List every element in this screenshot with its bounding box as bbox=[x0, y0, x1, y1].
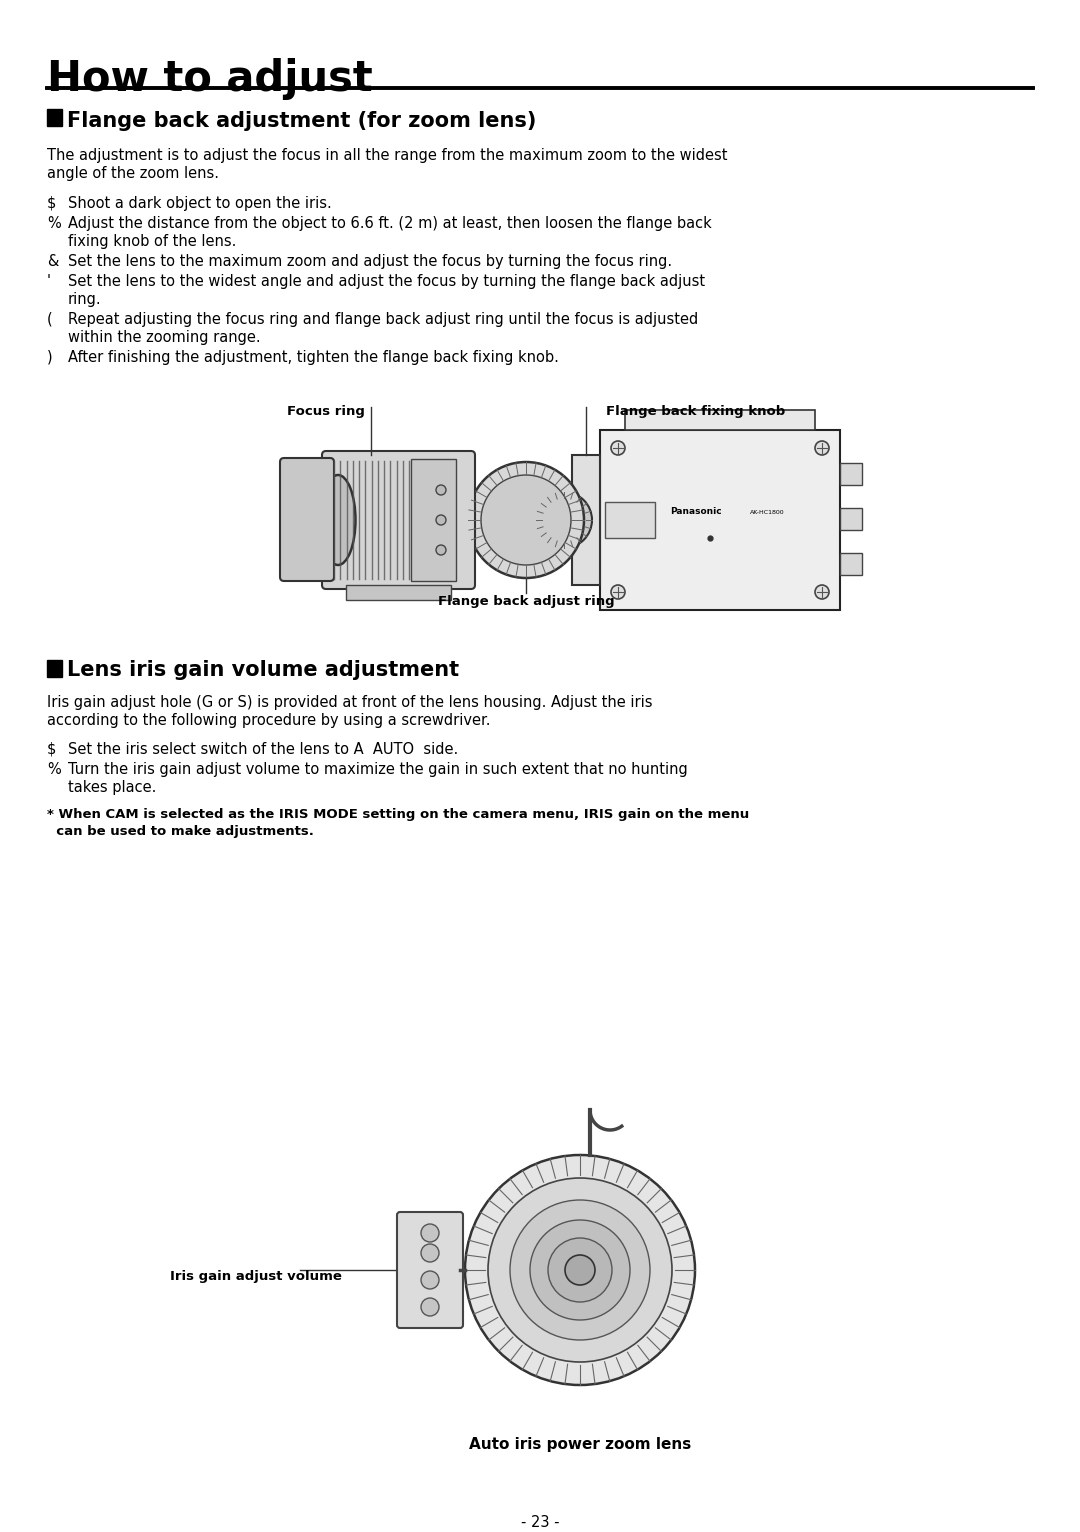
Text: (: ( bbox=[48, 313, 53, 326]
Bar bbox=[840, 553, 862, 574]
Circle shape bbox=[421, 1244, 438, 1262]
Circle shape bbox=[510, 1200, 650, 1340]
Text: Set the iris select switch of the lens to A  AUTO  side.: Set the iris select switch of the lens t… bbox=[68, 741, 458, 757]
Circle shape bbox=[611, 585, 625, 599]
Bar bbox=[48, 109, 62, 126]
Text: %: % bbox=[48, 761, 60, 777]
FancyBboxPatch shape bbox=[280, 458, 334, 581]
Circle shape bbox=[468, 463, 584, 578]
Text: Panasonic: Panasonic bbox=[670, 507, 721, 516]
Circle shape bbox=[815, 441, 829, 455]
Text: $: $ bbox=[48, 741, 56, 757]
Text: Focus ring: Focus ring bbox=[287, 404, 365, 418]
Text: %: % bbox=[48, 216, 60, 231]
Text: can be used to make adjustments.: can be used to make adjustments. bbox=[48, 826, 314, 838]
Circle shape bbox=[421, 1272, 438, 1288]
Bar bbox=[411, 460, 456, 581]
FancyBboxPatch shape bbox=[397, 1212, 463, 1328]
Circle shape bbox=[436, 486, 446, 495]
Text: Flange back adjust ring: Flange back adjust ring bbox=[437, 594, 615, 608]
Text: ': ' bbox=[48, 274, 51, 290]
Text: The adjustment is to adjust the focus in all the range from the maximum zoom to : The adjustment is to adjust the focus in… bbox=[48, 149, 728, 162]
Text: Flange back fixing knob: Flange back fixing knob bbox=[606, 404, 785, 418]
Text: * When CAM is selected as the IRIS MODE setting on the camera menu, IRIS gain on: * When CAM is selected as the IRIS MODE … bbox=[48, 807, 750, 821]
Text: Shoot a dark object to open the iris.: Shoot a dark object to open the iris. bbox=[68, 196, 332, 211]
Text: according to the following procedure by using a screwdriver.: according to the following procedure by … bbox=[48, 712, 490, 728]
Circle shape bbox=[548, 1238, 612, 1302]
Text: How to adjust: How to adjust bbox=[48, 58, 373, 100]
Circle shape bbox=[421, 1298, 438, 1316]
Circle shape bbox=[536, 492, 592, 548]
Text: Repeat adjusting the focus ring and flange back adjust ring until the focus is a: Repeat adjusting the focus ring and flan… bbox=[68, 313, 699, 326]
FancyBboxPatch shape bbox=[600, 430, 840, 610]
Bar bbox=[572, 455, 600, 585]
Text: Lens iris gain volume adjustment: Lens iris gain volume adjustment bbox=[67, 660, 459, 680]
Text: takes place.: takes place. bbox=[68, 780, 157, 795]
Text: angle of the zoom lens.: angle of the zoom lens. bbox=[48, 165, 219, 181]
Circle shape bbox=[815, 585, 829, 599]
Text: ): ) bbox=[48, 349, 53, 365]
Text: Set the lens to the widest angle and adjust the focus by turning the flange back: Set the lens to the widest angle and adj… bbox=[68, 274, 705, 290]
Circle shape bbox=[436, 545, 446, 555]
Text: Auto iris power zoom lens: Auto iris power zoom lens bbox=[469, 1437, 691, 1452]
Text: Flange back adjustment (for zoom lens): Flange back adjustment (for zoom lens) bbox=[67, 110, 537, 132]
Text: AK-HC1800: AK-HC1800 bbox=[750, 510, 785, 515]
FancyBboxPatch shape bbox=[322, 450, 475, 588]
Text: fixing knob of the lens.: fixing knob of the lens. bbox=[68, 234, 237, 250]
Text: After finishing the adjustment, tighten the flange back fixing knob.: After finishing the adjustment, tighten … bbox=[68, 349, 558, 365]
Text: Iris gain adjust volume: Iris gain adjust volume bbox=[170, 1270, 342, 1282]
Text: Adjust the distance from the object to 6.6 ft. (2 m) at least, then loosen the f: Adjust the distance from the object to 6… bbox=[68, 216, 712, 231]
Text: Set the lens to the maximum zoom and adjust the focus by turning the focus ring.: Set the lens to the maximum zoom and adj… bbox=[68, 254, 672, 270]
Ellipse shape bbox=[321, 475, 355, 565]
Circle shape bbox=[436, 515, 446, 525]
Bar bbox=[840, 463, 862, 486]
Circle shape bbox=[481, 475, 571, 565]
Circle shape bbox=[488, 1178, 672, 1362]
Circle shape bbox=[421, 1224, 438, 1242]
Bar bbox=[48, 660, 62, 677]
Bar bbox=[840, 509, 862, 530]
Text: Iris gain adjust hole (G or S) is provided at front of the lens housing. Adjust : Iris gain adjust hole (G or S) is provid… bbox=[48, 696, 652, 709]
Text: within the zooming range.: within the zooming range. bbox=[68, 329, 260, 345]
Circle shape bbox=[465, 1155, 696, 1385]
Text: ring.: ring. bbox=[68, 293, 102, 306]
Circle shape bbox=[530, 1219, 630, 1321]
Bar bbox=[605, 502, 654, 538]
Circle shape bbox=[565, 1255, 595, 1285]
Bar bbox=[625, 411, 815, 430]
Text: - 23 -: - 23 - bbox=[521, 1515, 559, 1530]
Text: Turn the iris gain adjust volume to maximize the gain in such extent that no hun: Turn the iris gain adjust volume to maxi… bbox=[68, 761, 688, 777]
Text: &: & bbox=[48, 254, 58, 270]
Circle shape bbox=[611, 441, 625, 455]
Bar bbox=[346, 585, 451, 601]
Text: $: $ bbox=[48, 196, 56, 211]
